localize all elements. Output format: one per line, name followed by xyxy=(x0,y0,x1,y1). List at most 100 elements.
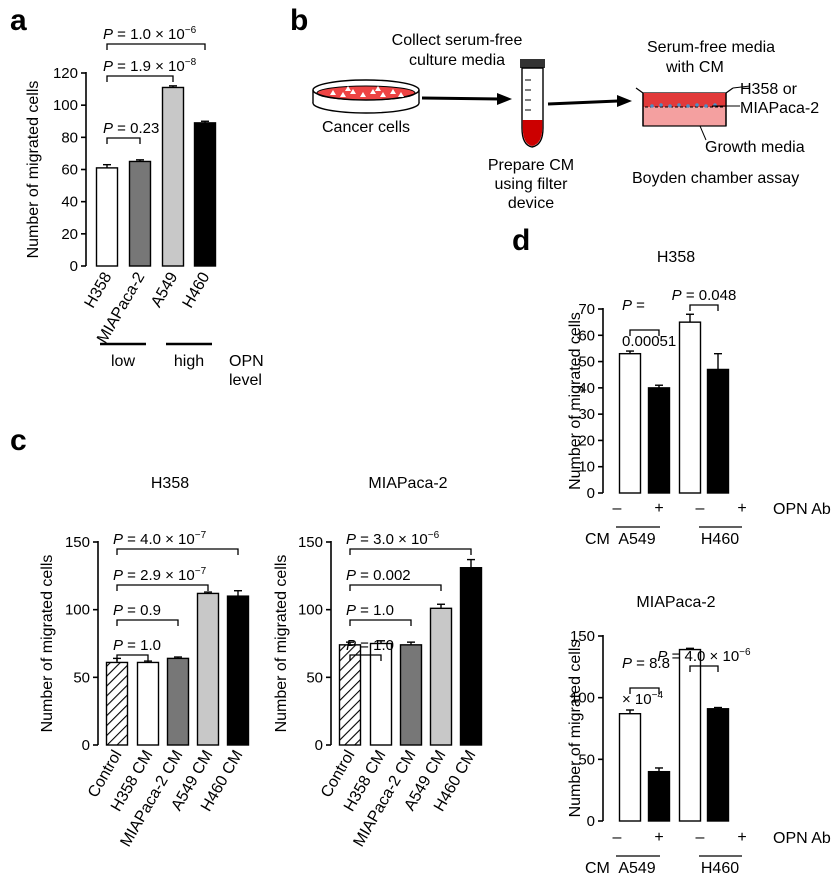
y-tick-label: 50 xyxy=(578,354,595,371)
minus-label: – xyxy=(696,829,705,846)
collect-label-2: culture media xyxy=(409,52,505,69)
collect-label-1: Collect serum-free xyxy=(392,32,523,49)
significance-bracket xyxy=(349,654,382,661)
panel-label-c: c xyxy=(10,424,27,457)
y-tick-label: 0 xyxy=(70,258,78,275)
bar xyxy=(166,657,190,746)
level-label: level xyxy=(229,372,262,389)
y-tick-label: 70 xyxy=(578,301,595,318)
significance-bracket xyxy=(349,619,412,626)
bar xyxy=(196,592,220,746)
arrow-icon xyxy=(421,93,512,105)
plus-label: + xyxy=(654,500,663,517)
p-value-label: P = 0.002 xyxy=(346,567,411,584)
group-label-h460: H460 xyxy=(701,531,739,548)
filter-tube-icon xyxy=(520,59,545,148)
bar xyxy=(429,607,453,746)
y-tick-label: 120 xyxy=(53,65,78,82)
panel-d-labels: – + – + OPN Ab CM A549 H460 – + – + OPN … xyxy=(585,500,831,877)
significance-bracket xyxy=(689,304,719,311)
bar xyxy=(95,167,119,267)
p-value-label: P = 1.0 × 10−6 xyxy=(103,25,197,43)
schematic-b: Cancer cells Collect serum-free culture … xyxy=(312,32,819,212)
bar xyxy=(105,661,129,746)
significance-bracket xyxy=(349,584,442,591)
p-value-label: P = 0.23 xyxy=(103,120,159,137)
p-value-label: P = 4.0 × 10−7 xyxy=(113,530,207,548)
chart-title: MIAPaca-2 xyxy=(368,475,447,492)
p-value-label: 0.00051 xyxy=(622,333,676,350)
chart-a: 0 20 40 60 80 100 120 Number of migrated cells H… xyxy=(25,25,217,347)
cancer-cells-label: Cancer cells xyxy=(322,119,410,136)
group-label-a549: A549 xyxy=(618,531,655,548)
bar xyxy=(618,352,642,494)
significance-bracket xyxy=(116,654,149,661)
y-tick-label: 150 xyxy=(65,534,90,551)
boyden-chamber-icon xyxy=(635,85,751,141)
cm-label: CM xyxy=(585,860,610,877)
chamber-label-1: Serum-free media xyxy=(647,39,775,56)
plus-label: + xyxy=(737,500,746,517)
chamber-label-2: with CM xyxy=(665,59,724,76)
bar xyxy=(678,321,702,494)
p-value-label: P = 1.0 xyxy=(113,637,161,654)
significance-bracket xyxy=(629,329,660,336)
bar xyxy=(647,770,671,822)
p-value-label: P = xyxy=(622,297,645,314)
y-tick-label: 0 xyxy=(587,485,595,502)
bar xyxy=(647,387,671,494)
minus-label: – xyxy=(613,500,622,517)
bar xyxy=(128,160,152,267)
group-label-h460: H460 xyxy=(701,860,739,877)
y-axis-label: Number of migrated cells xyxy=(25,81,42,259)
minus-label: – xyxy=(696,500,705,517)
prepare-label-2: using filter xyxy=(495,176,569,193)
panel-label-d: d xyxy=(512,224,530,257)
chart-title: H358 xyxy=(151,475,189,492)
y-tick-label: 100 xyxy=(53,97,78,114)
prepare-label-3: device xyxy=(508,195,554,212)
significance-bracket xyxy=(116,584,209,591)
y-axis-label: Number of migrated cells xyxy=(39,555,56,733)
y-tick-label: 30 xyxy=(578,406,595,423)
p-value-label: P = 3.0 × 10−6 xyxy=(346,530,440,548)
bar xyxy=(161,86,185,267)
y-tick-label: 50 xyxy=(306,669,323,686)
petri-dish-icon xyxy=(312,79,420,114)
panel-label-a: a xyxy=(10,4,27,37)
high-label: high xyxy=(174,353,204,370)
p-value-label: P = 8.8 xyxy=(622,655,670,672)
chamber-label-4: MIAPaca-2 xyxy=(740,100,819,117)
y-tick-label: 60 xyxy=(578,327,595,344)
plus-label: + xyxy=(654,829,663,846)
bar xyxy=(399,644,423,746)
y-tick-label: 50 xyxy=(578,751,595,768)
p-value-label: P = 1.0 xyxy=(346,602,394,619)
p-value-label: P = 0.9 xyxy=(113,602,161,619)
y-tick-label: 100 xyxy=(570,690,595,707)
bar xyxy=(706,368,730,494)
significance-bracket xyxy=(116,619,179,626)
cm-label: CM xyxy=(585,531,610,548)
significance-bracket xyxy=(106,137,141,144)
opn-ab-label: OPN Ab xyxy=(773,830,831,847)
bar xyxy=(459,567,483,746)
significance-bracket xyxy=(349,548,472,555)
y-axis-label: Number of migrated cells xyxy=(273,555,290,733)
prepare-label-1: Prepare CM xyxy=(488,157,574,174)
group-label-a549: A549 xyxy=(618,860,655,877)
y-tick-label: 0 xyxy=(315,737,323,754)
y-tick-label: 20 xyxy=(578,432,595,449)
opn-label: OPN xyxy=(229,353,264,370)
p-value-label: P = 1.0 xyxy=(346,637,394,654)
arrow-icon xyxy=(547,95,632,107)
y-axis-label: Number of migrated cells xyxy=(567,640,584,818)
significance-bracket xyxy=(106,75,174,82)
y-tick-label: 100 xyxy=(298,602,323,619)
y-tick-label: 150 xyxy=(298,534,323,551)
bar xyxy=(706,708,730,822)
